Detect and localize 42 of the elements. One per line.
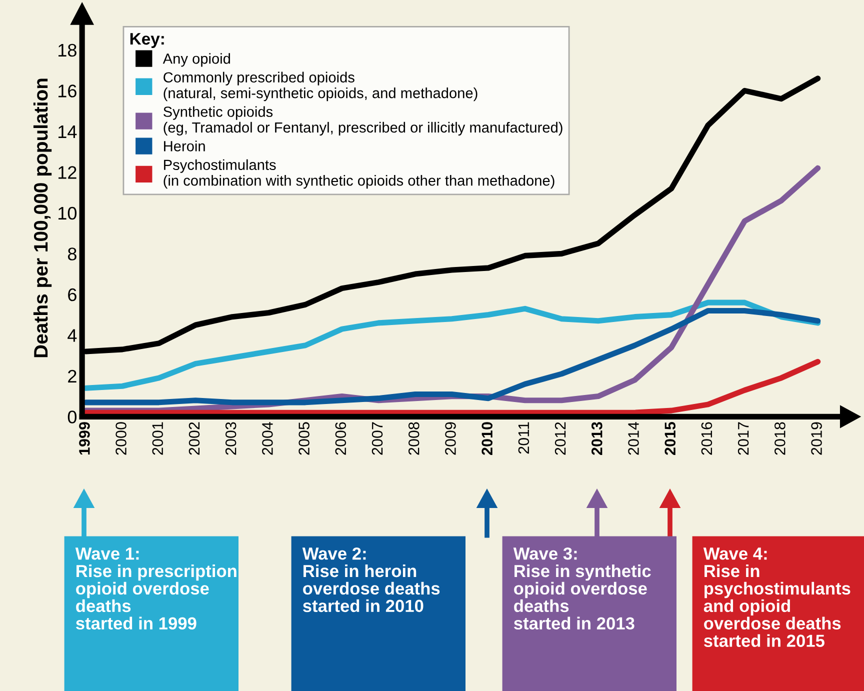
x-tick-label: 2007: [372, 422, 383, 455]
x-tick-label: 2014: [628, 422, 639, 455]
x-tick-label: 2017: [738, 422, 749, 455]
x-tick-label: 2002: [188, 422, 200, 455]
x-tick-label: 1999: [79, 422, 90, 455]
x-tick-label: 2005: [298, 422, 310, 455]
y-tick-label: 10: [58, 206, 77, 220]
y-tick-label: 6: [68, 288, 76, 302]
x-tick-label: 2009: [445, 422, 456, 455]
x-tick-label: 2019: [811, 422, 822, 455]
y-tick-label: 12: [58, 166, 76, 179]
x-tick-label: 2003: [225, 422, 236, 455]
x-tick-label: 2013: [591, 422, 602, 455]
y-tick-label: 8: [68, 248, 76, 260]
x-tick-label: 2015: [664, 422, 676, 455]
legend-label: Synthetic opioids (eg, Tramadol or Fentanyl, prescribed or illicitly manufactured): [164, 106, 562, 136]
y-tick-label: 16: [58, 84, 76, 98]
x-tick-label: 2001: [152, 422, 164, 455]
x-tick-label: 2006: [335, 422, 346, 455]
text: Wave 3: Rise in synthetic opioid overdose deaths started in 2013: [513, 547, 651, 630]
x-tick-label: 2012: [554, 422, 566, 455]
text: Wave 2: Rise in heroin overdose deaths started in 2010: [302, 547, 440, 612]
x-tick-label: 2008: [408, 422, 420, 455]
y-axis-title: Deaths per 100,000 population: [33, 78, 52, 358]
x-tick-label: 2018: [774, 422, 786, 455]
y-tick-label: 4: [68, 329, 77, 342]
y-tick-label: 2: [68, 370, 76, 382]
legend-label: Heroin: [164, 140, 205, 152]
text: Wave 4: Rise in psychostimulants and opioid overdose deaths started in 2015: [703, 548, 850, 647]
x-tick-label: 2010: [482, 422, 492, 455]
text: Wave 1: Rise in prescription opioid overdose deaths started in 1999: [75, 548, 236, 630]
x-tick-label: 2004: [262, 422, 273, 455]
x-tick-label: 2016: [701, 422, 712, 455]
legend-label: Psychostimulants (in combination with synthetic opioids other than methadone): [164, 159, 554, 189]
legend-label: Commonly prescribed opioids (natural, semi-synthetic opioids, and methadone): [164, 72, 478, 102]
legend-label: Any opioid: [162, 53, 230, 67]
legend-title: Key:: [130, 33, 164, 48]
x-tick-label: 2000: [116, 422, 126, 455]
y-tick-label: 18: [58, 44, 76, 57]
x-tick-label: 2011: [518, 422, 530, 454]
y-tick-label: 0: [68, 410, 77, 424]
y-tick-label: 14: [58, 126, 77, 138]
